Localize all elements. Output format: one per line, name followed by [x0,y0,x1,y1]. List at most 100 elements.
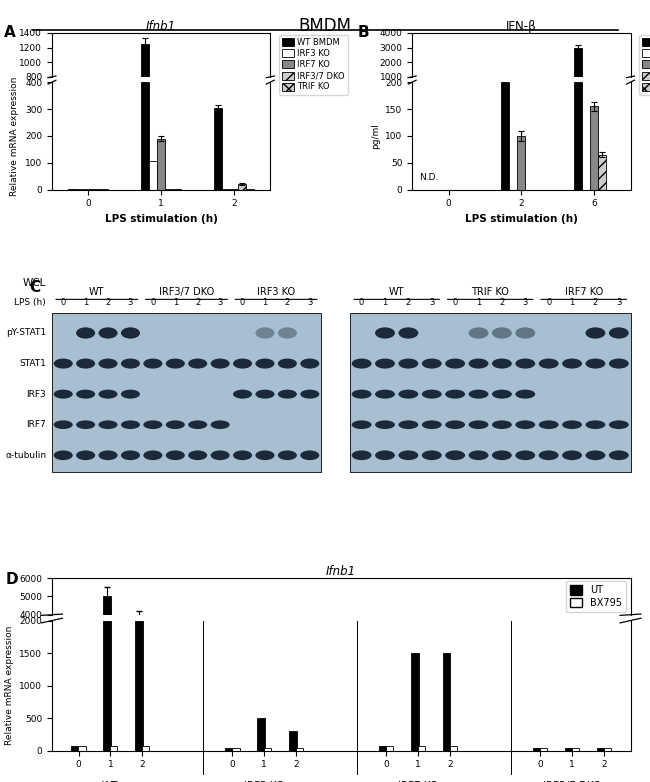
Ellipse shape [469,358,488,368]
Ellipse shape [278,358,297,368]
Ellipse shape [352,421,372,429]
Ellipse shape [54,389,73,399]
Text: BMDM: BMDM [298,17,352,35]
Ellipse shape [76,328,95,339]
Text: STAT1: STAT1 [20,359,46,368]
Ellipse shape [278,450,297,460]
Text: 3: 3 [307,298,313,307]
Ellipse shape [375,389,395,399]
Text: 1: 1 [569,298,575,307]
Text: 0: 0 [150,298,155,307]
Ellipse shape [609,450,629,460]
Ellipse shape [144,358,162,368]
Text: 3: 3 [523,298,528,307]
Text: WCL: WCL [23,278,46,288]
Ellipse shape [121,450,140,460]
Ellipse shape [398,358,419,368]
Ellipse shape [515,358,535,368]
Ellipse shape [76,421,95,429]
Ellipse shape [469,421,488,429]
Ellipse shape [99,328,118,339]
Ellipse shape [609,421,629,429]
Bar [103,597,111,615]
Bar [214,108,222,189]
Ellipse shape [76,389,95,399]
Ellipse shape [445,358,465,368]
Title: Ifnb1: Ifnb1 [146,20,176,33]
Bar [574,82,582,189]
Ellipse shape [352,389,372,399]
Ellipse shape [188,421,207,429]
Ellipse shape [586,450,605,460]
Ellipse shape [121,328,140,339]
Bar [296,748,303,751]
Bar [386,745,393,751]
Text: 0: 0 [359,298,364,307]
Bar [443,653,450,751]
Text: 2: 2 [285,298,290,307]
Bar [604,748,611,751]
Ellipse shape [76,358,95,368]
Ellipse shape [515,328,535,339]
Ellipse shape [352,358,372,368]
Bar [533,748,541,751]
Text: 2: 2 [499,298,504,307]
Bar [418,745,425,751]
Bar [501,82,510,189]
Bar [540,748,547,751]
Ellipse shape [255,328,274,339]
Ellipse shape [188,358,207,368]
Ellipse shape [255,358,274,368]
Ellipse shape [375,358,395,368]
Ellipse shape [211,450,229,460]
Bar [135,621,142,751]
Ellipse shape [300,389,319,399]
Ellipse shape [188,450,207,460]
Ellipse shape [398,450,419,460]
Ellipse shape [375,421,395,429]
Ellipse shape [422,358,442,368]
Ellipse shape [398,389,419,399]
Bar [289,731,296,751]
Text: IRF3: IRF3 [27,389,46,399]
Ellipse shape [144,450,162,460]
Ellipse shape [469,328,488,339]
Ellipse shape [469,389,488,399]
Ellipse shape [121,421,140,429]
Text: N.D.: N.D. [419,173,439,182]
Ellipse shape [609,328,629,339]
Bar [226,748,233,751]
Ellipse shape [515,421,535,429]
Text: WT: WT [389,287,404,297]
Bar [264,748,271,751]
Bar [103,621,111,751]
Ellipse shape [233,450,252,460]
Text: 0: 0 [546,298,551,307]
Ellipse shape [99,389,118,399]
Text: 1: 1 [476,298,481,307]
Bar [78,745,86,751]
Ellipse shape [54,421,73,429]
Y-axis label: pg/ml: pg/ml [370,123,380,149]
Ellipse shape [375,450,395,460]
FancyBboxPatch shape [350,313,630,472]
Text: A: A [4,25,16,40]
Ellipse shape [233,389,252,399]
Ellipse shape [398,421,419,429]
Text: 1: 1 [382,298,387,307]
Ellipse shape [54,450,73,460]
Text: 2: 2 [406,298,411,307]
Ellipse shape [166,421,185,429]
Text: 0: 0 [60,298,66,307]
Bar [572,748,579,751]
Text: IRF3 KO: IRF3 KO [244,780,285,782]
Bar [149,161,157,189]
Text: 1: 1 [263,298,268,307]
Ellipse shape [398,328,419,339]
Ellipse shape [515,450,535,460]
Ellipse shape [375,328,395,339]
Bar [141,44,149,77]
Text: 3: 3 [128,298,133,307]
Title: Ifnb1: Ifnb1 [326,565,356,578]
Bar [238,184,246,189]
